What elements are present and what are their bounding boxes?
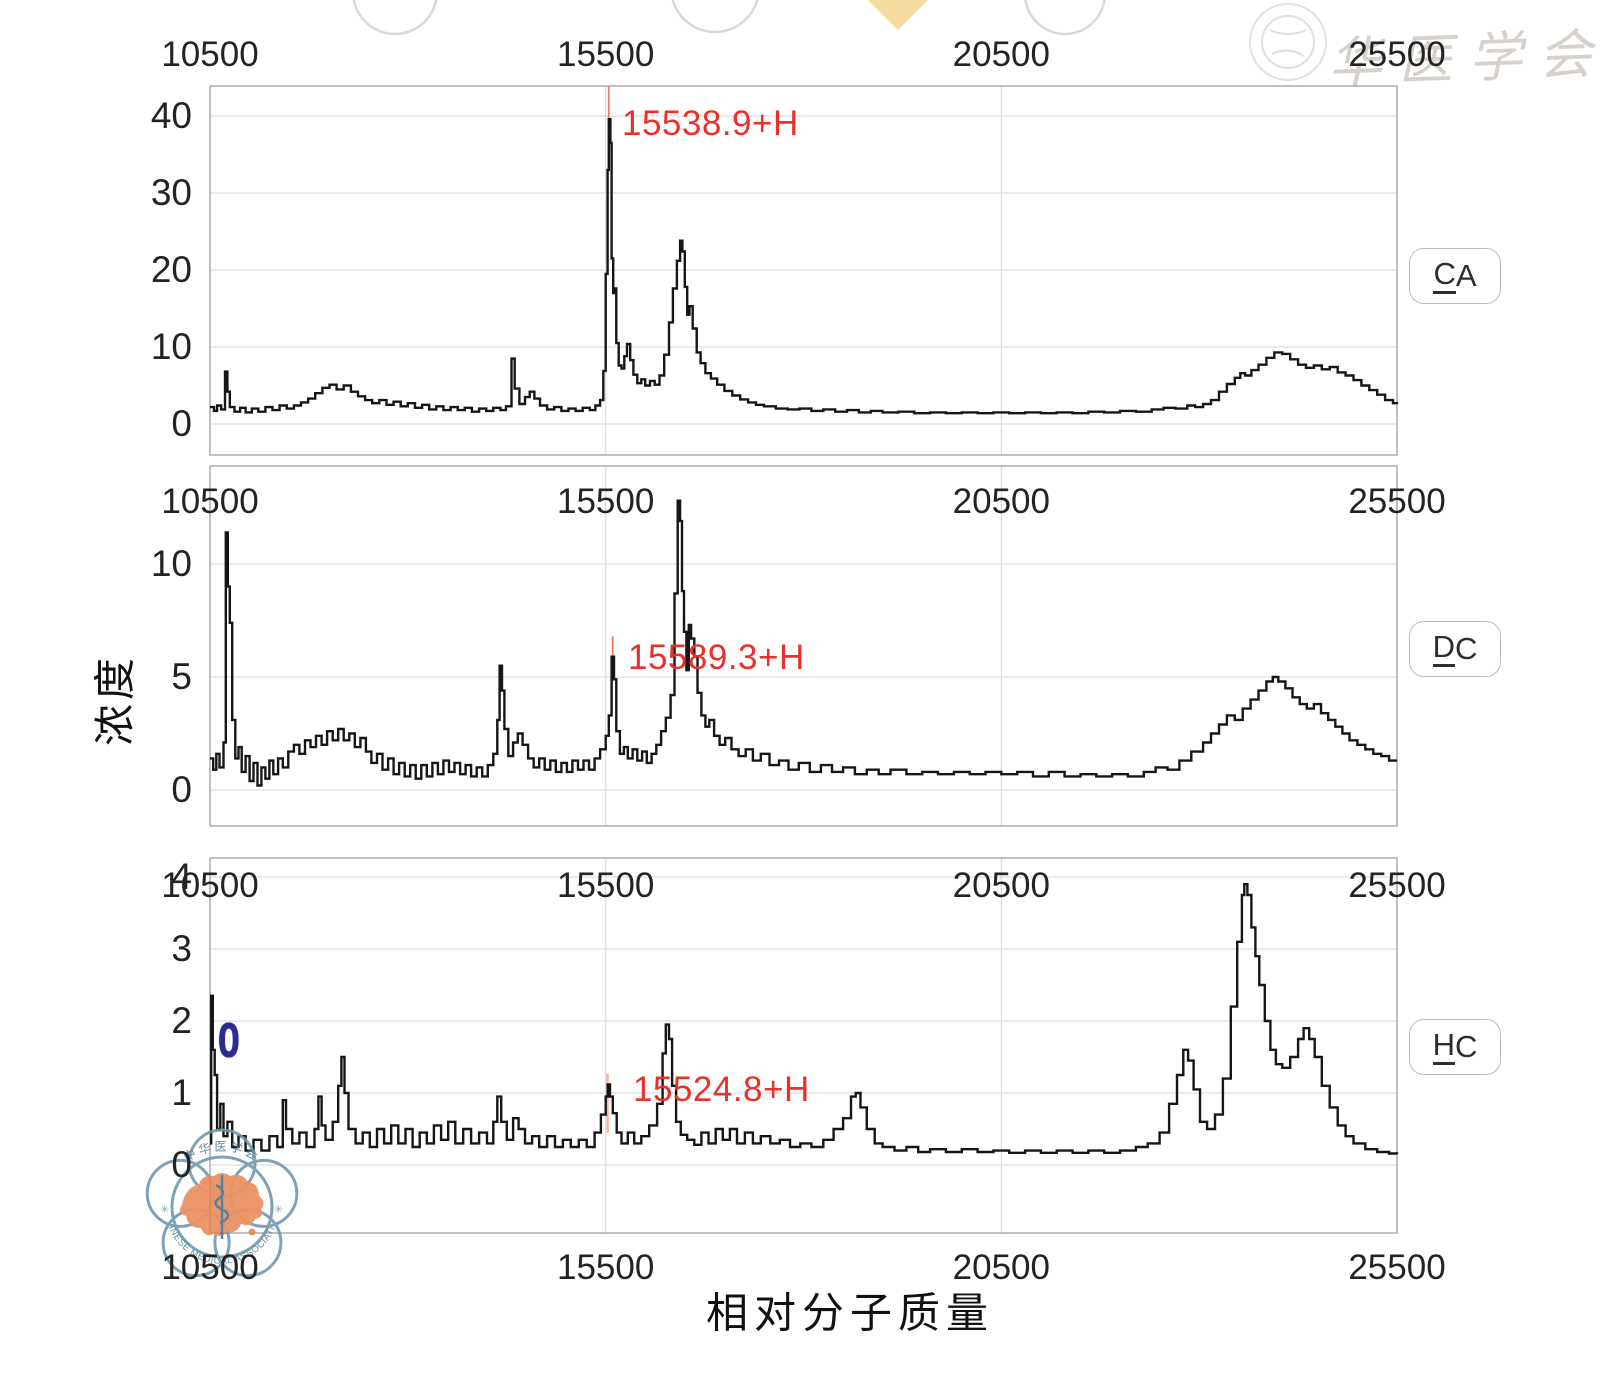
peak-annotation-dc: 15589.3+H bbox=[628, 638, 805, 677]
y-tick-label-ca: 0 bbox=[171, 403, 192, 444]
x-tick-label: 10500 bbox=[161, 1248, 259, 1287]
y-tick-label-hc: 1 bbox=[171, 1072, 192, 1113]
badge-dc-rest: C bbox=[1455, 631, 1478, 666]
y-tick-label-dc: 10 bbox=[150, 543, 192, 584]
panel-dc bbox=[209, 465, 1398, 827]
x-tick-label: 10500 bbox=[161, 866, 259, 905]
panel-hc bbox=[209, 857, 1399, 1234]
panel-border bbox=[209, 857, 1398, 1234]
blue-pixel-glyph-watermark: O bbox=[217, 1014, 241, 1068]
y-tick-label-dc: 5 bbox=[171, 656, 192, 697]
badge-dc-first-letter: D bbox=[1432, 631, 1455, 667]
x-tick-label: 25500 bbox=[1348, 35, 1446, 74]
stamp-star-left: ✳ bbox=[160, 1204, 169, 1216]
x-tick-label: 15500 bbox=[556, 482, 655, 521]
y-tick-label-hc: 3 bbox=[171, 928, 192, 969]
panel-border bbox=[209, 85, 1398, 456]
y-tick-label-hc: 0 bbox=[171, 1144, 192, 1185]
x-tick-label: 15500 bbox=[556, 35, 655, 74]
stamp-text-chinese: 中华医学会 bbox=[181, 1139, 263, 1165]
y-tick-label-hc: 2 bbox=[171, 1000, 192, 1041]
stamp-star-right: ✳ bbox=[274, 1204, 283, 1216]
panel-ca bbox=[209, 85, 1399, 456]
stamp-snake-staff-icon bbox=[214, 1175, 230, 1239]
trace-dc bbox=[210, 499, 1397, 787]
panel-border bbox=[209, 465, 1398, 827]
x-tick-label: 20500 bbox=[952, 866, 1050, 905]
x-tick-label: 25500 bbox=[1348, 1248, 1446, 1287]
badge-hc-first-letter: H bbox=[1432, 1029, 1455, 1065]
x-tick-label: 20500 bbox=[952, 1248, 1050, 1287]
peak-annotation-ca: 15538.9+H bbox=[622, 104, 799, 143]
cma-stamp-logo: CHINESE MEDICAL ASSOCIATION 中华医学会 ✳ ✳ bbox=[145, 1128, 299, 1278]
x-tick-label: 20500 bbox=[952, 35, 1050, 74]
y-tick-label-hc: 4 bbox=[171, 856, 192, 897]
x-tick-label: 15500 bbox=[556, 866, 655, 905]
x-tick-label: 20500 bbox=[952, 482, 1050, 521]
x-tick-label: 25500 bbox=[1348, 866, 1446, 905]
badge-ca-first-letter: C bbox=[1433, 258, 1456, 294]
y-tick-label-ca: 10 bbox=[150, 326, 192, 367]
x-tick-label: 25500 bbox=[1348, 482, 1446, 521]
badge-ca-rest: A bbox=[1455, 258, 1477, 293]
x-tick-label: 10500 bbox=[161, 35, 259, 74]
trace-ca bbox=[210, 117, 1399, 415]
x-tick-label: 10500 bbox=[161, 482, 259, 521]
y-tick-label-dc: 0 bbox=[171, 769, 192, 810]
y-tick-label-ca: 40 bbox=[150, 95, 192, 136]
y-tick-label-ca: 30 bbox=[150, 172, 192, 213]
badge-hc-rest: C bbox=[1455, 1029, 1478, 1064]
trace-hc bbox=[210, 883, 1399, 1155]
stamp-taiwan-dot bbox=[248, 1228, 256, 1236]
peak-annotation-hc: 15524.8+H bbox=[633, 1070, 810, 1109]
x-axis-title: 相对分子质量 bbox=[705, 1288, 995, 1338]
x-tick-label: 15500 bbox=[556, 1248, 655, 1287]
y-tick-label-ca: 20 bbox=[150, 249, 192, 290]
